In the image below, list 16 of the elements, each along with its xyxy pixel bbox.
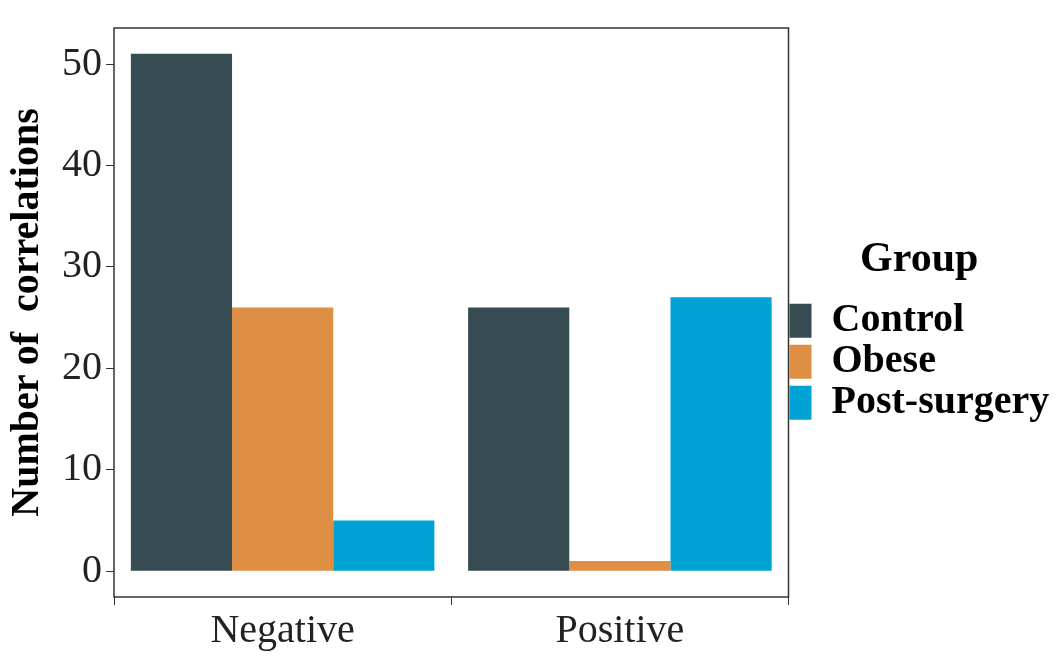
x-tick-label: Negative bbox=[210, 605, 355, 651]
y-tick-label: 50 bbox=[62, 38, 102, 84]
bar bbox=[670, 297, 772, 571]
bar bbox=[333, 520, 435, 571]
x-tick-label: Positive bbox=[555, 605, 685, 651]
bar bbox=[569, 560, 671, 571]
legend-title: Group bbox=[860, 234, 979, 281]
y-tick-label: 0 bbox=[82, 545, 102, 591]
bar bbox=[468, 307, 570, 571]
y-tick-label: 10 bbox=[62, 444, 102, 490]
y-tick-label: 20 bbox=[62, 342, 102, 388]
y-tick-label: 30 bbox=[62, 241, 102, 287]
bar bbox=[232, 307, 334, 571]
y-axis-title: Number of correlations bbox=[2, 108, 48, 517]
y-tick-label: 40 bbox=[62, 139, 102, 185]
bar bbox=[130, 53, 233, 571]
